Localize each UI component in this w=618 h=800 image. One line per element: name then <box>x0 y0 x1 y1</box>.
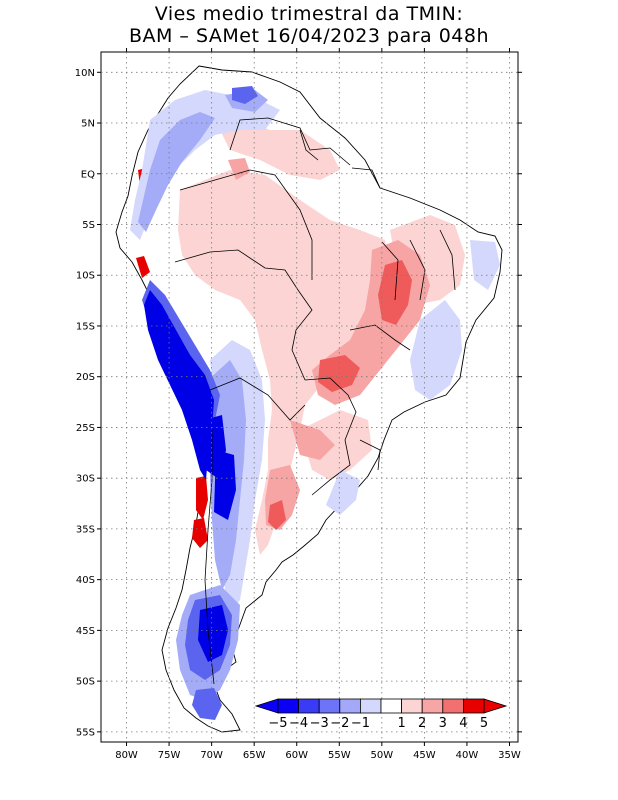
lat-tick-label: 30S <box>76 474 95 485</box>
colorbar-segment <box>298 698 320 714</box>
colorbar-label: 5 <box>480 716 488 731</box>
colorbar: −5 −4 −3 −2 −1 1 2 3 4 5 <box>254 698 508 731</box>
colorbar-label: −5 <box>268 716 287 731</box>
lat-lon-grid <box>101 52 518 742</box>
lon-tick-label: 55W <box>328 750 351 761</box>
colorbar-segment <box>277 698 300 714</box>
lon-tick-label: 60W <box>285 750 308 761</box>
colorbar-segment <box>339 698 361 714</box>
country-borders <box>174 117 456 685</box>
lat-tick-label: 40S <box>76 575 95 586</box>
lon-tick-label: 35W <box>498 750 521 761</box>
map-title-line2: BAM – SAMet 16/04/2023 para 048h <box>128 25 490 47</box>
lon-tick-label: 45W <box>413 750 436 761</box>
map-content <box>101 52 518 742</box>
colorbar-segment <box>380 698 403 714</box>
negative-anomaly-extreme <box>144 290 236 662</box>
map-title-line1: Vies medio trimestral da TMIN: <box>154 3 464 25</box>
colorbar-segment <box>318 698 341 714</box>
colorbar-segment <box>421 698 444 714</box>
colorbar-label: −1 <box>351 716 370 731</box>
colorbar-label: 3 <box>439 716 447 731</box>
colorbar-label: −4 <box>289 716 308 731</box>
colorbar-segment <box>462 698 485 714</box>
lon-tick-label: 40W <box>456 750 479 761</box>
lat-tick-label: 25S <box>76 423 95 434</box>
lat-tick-label: 55S <box>76 727 95 738</box>
colorbar-segment <box>442 698 464 714</box>
lon-tick-label: 70W <box>200 750 223 761</box>
longitude-axis: 80W 75W 70W 65W 60W 55W 50W 45W 40W 35W <box>115 48 521 761</box>
lat-tick-label: 5S <box>82 220 95 231</box>
lat-tick-label: 5N <box>81 119 95 130</box>
colorbar-label: 4 <box>459 716 467 731</box>
lon-tick-label: 65W <box>243 750 266 761</box>
lon-tick-label: 80W <box>115 750 138 761</box>
lat-tick-label: 50S <box>76 677 95 688</box>
lat-tick-label: 10N <box>75 68 95 79</box>
lat-tick-label: EQ <box>81 169 95 180</box>
positive-anomaly-strong <box>268 260 412 530</box>
colorbar-segment <box>359 698 382 714</box>
colorbar-segment <box>401 698 423 714</box>
lon-tick-label: 50W <box>371 750 394 761</box>
colorbar-label: 1 <box>397 716 405 731</box>
lat-tick-label: 15S <box>76 321 95 332</box>
lat-tick-label: 10S <box>76 271 95 282</box>
colorbar-label: 2 <box>418 716 426 731</box>
lat-tick-label: 45S <box>76 626 95 637</box>
colorbar-label: −3 <box>310 716 329 731</box>
latitude-axis: 10N 5N EQ 5S 10S 15S 20S 25S 30S 35S 40S 45S 50S 55S <box>75 68 522 738</box>
lon-tick-label: 75W <box>158 750 181 761</box>
lat-tick-label: 35S <box>76 524 95 535</box>
colorbar-label: −2 <box>330 716 349 731</box>
lat-tick-label: 20S <box>76 372 95 383</box>
